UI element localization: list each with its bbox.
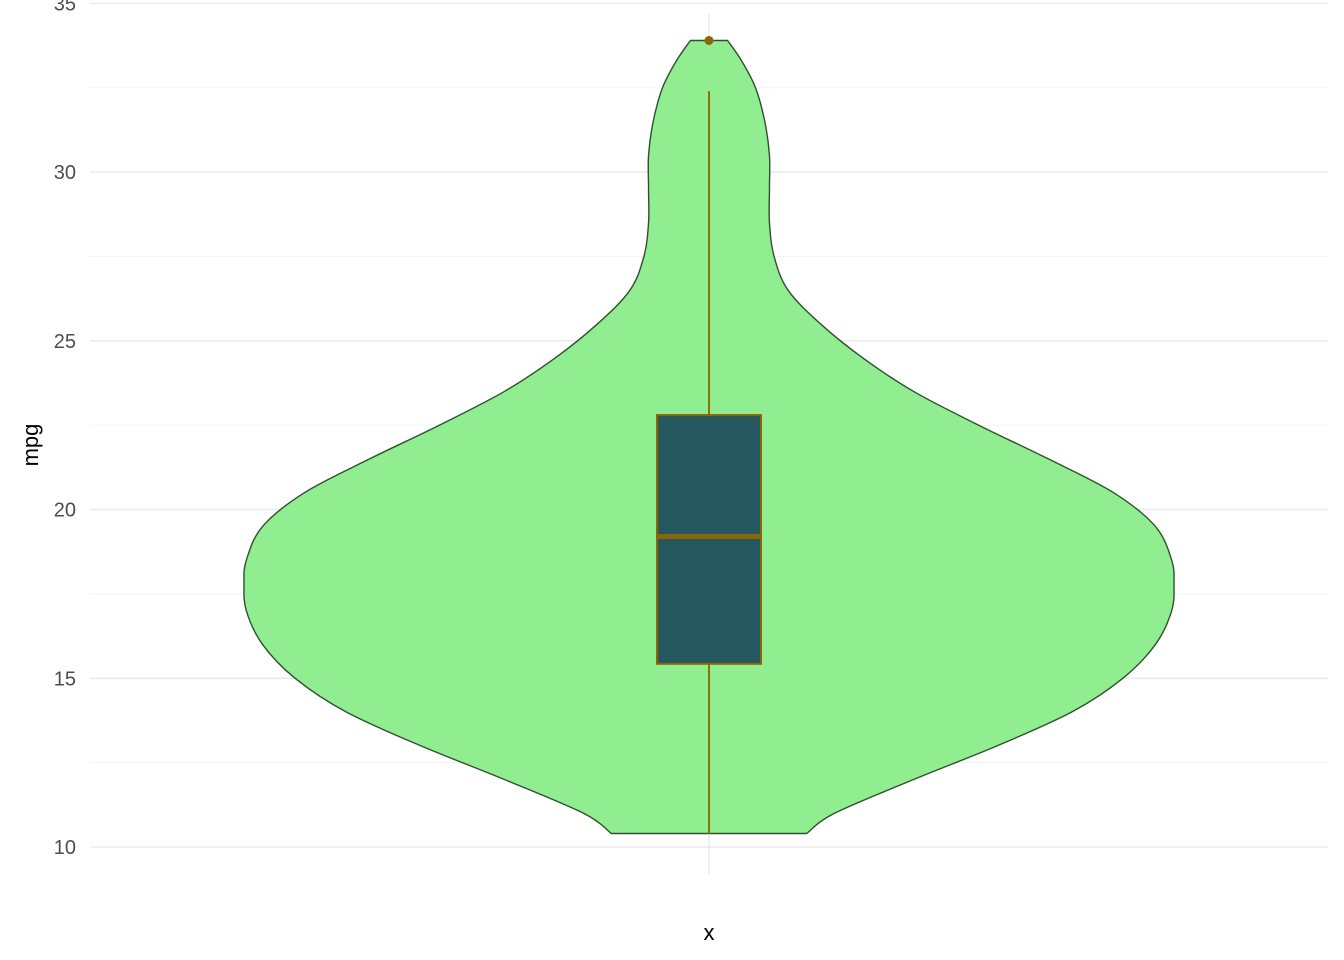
y-tick-label: 20 (54, 500, 76, 522)
y-tick-label: 30 (54, 162, 76, 184)
outliers (705, 36, 714, 45)
y-axis-title: mpg (18, 424, 43, 467)
y-tick-label: 25 (54, 331, 76, 353)
y-tick-label: 15 (54, 668, 76, 690)
boxplot-box (657, 415, 761, 664)
outlier-point (705, 36, 714, 45)
x-axis-title: x (704, 920, 715, 945)
y-tick-label: 35 (54, 0, 76, 15)
y-tick-label: 10 (54, 837, 76, 859)
y-axis: 10 15 20 25 30 35 (54, 0, 76, 859)
